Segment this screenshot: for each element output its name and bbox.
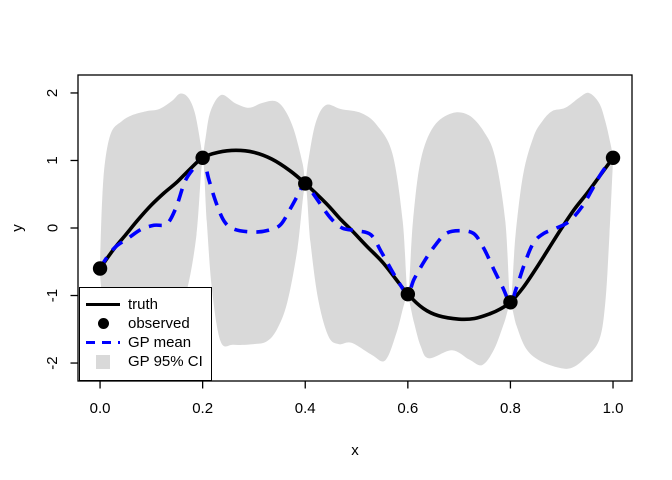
curves [98, 148, 615, 322]
legend-item-gp-mean: GP mean [80, 333, 211, 352]
observed-point [400, 286, 416, 302]
gp-mean-curve [98, 155, 615, 305]
legend-item-truth: truth [80, 295, 211, 314]
point-sample-icon [97, 318, 109, 329]
y-tick-label: 0 [44, 224, 61, 232]
legend-label: GP 95% CI [128, 353, 203, 370]
y-axis: -2 -1 0 1 2 [44, 89, 78, 370]
ci-band-path [100, 92, 614, 369]
x-tick-label: 0.0 [90, 400, 111, 417]
ci-band [100, 92, 614, 369]
observed-point [195, 150, 210, 165]
observed-point [605, 150, 621, 165]
y-tick-label: 2 [44, 89, 61, 97]
truth-curve [98, 148, 615, 322]
legend-item-observed: observed [80, 314, 211, 333]
x-tick-label: 1.0 [603, 400, 624, 417]
legend-label: observed [128, 315, 190, 332]
box-sample-icon [96, 354, 110, 369]
observed-points [92, 150, 621, 310]
legend-label: GP mean [128, 334, 192, 351]
observed-point [92, 261, 108, 276]
x-axis-title: x [351, 442, 359, 459]
legend: truth observed GP mean GP 95% CI [79, 287, 212, 381]
observed-point [298, 176, 313, 191]
x-tick-label: 0.2 [192, 400, 213, 417]
x-tick-label: 0.4 [295, 400, 316, 417]
x-axis: 0.0 0.2 0.4 0.6 0.8 1.0 [90, 381, 624, 417]
observed-point [503, 295, 518, 310]
legend-item-gp-95-ci: GP 95% CI [80, 352, 211, 371]
solid-line-sample-icon [86, 302, 120, 307]
x-tick-label: 0.6 [397, 400, 418, 417]
y-axis-title: y [9, 224, 26, 232]
y-tick-label: -1 [44, 289, 61, 302]
legend-label: truth [128, 296, 159, 313]
x-tick-label: 0.8 [500, 400, 521, 417]
dashed-line-sample-icon [86, 340, 120, 345]
y-tick-label: -2 [44, 356, 61, 369]
y-tick-label: 1 [44, 156, 61, 164]
